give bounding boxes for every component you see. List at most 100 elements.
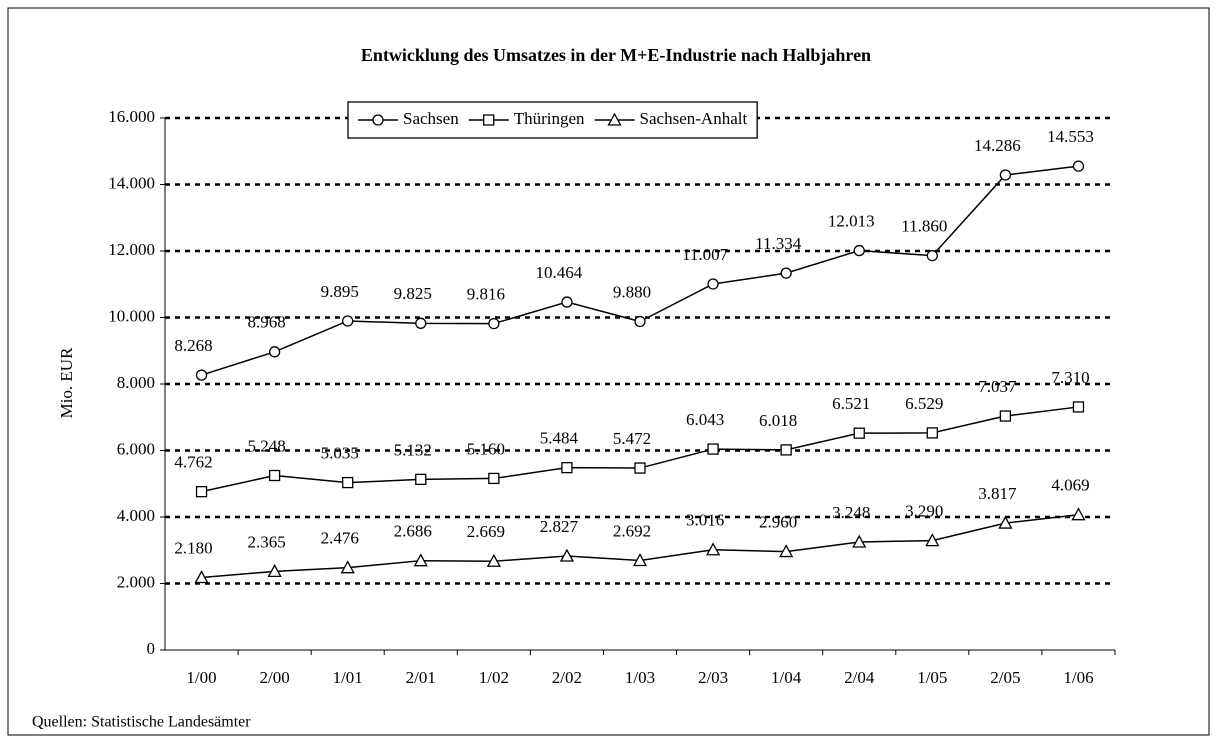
marker [483, 114, 495, 126]
data-label: 5.248 [247, 436, 285, 455]
marker [607, 112, 622, 126]
data-label: 6.521 [832, 394, 870, 413]
y-tick-label: 4.000 [117, 506, 155, 525]
legend-box [347, 101, 758, 139]
marker [342, 476, 354, 489]
data-label: 5.035 [321, 443, 359, 462]
data-label: 14.286 [974, 136, 1021, 155]
data-label: 9.825 [394, 284, 432, 303]
data-label: 6.043 [686, 410, 724, 429]
marker [415, 317, 427, 329]
x-tick-label: 2/01 [406, 668, 436, 687]
y-tick-label: 14.000 [108, 173, 155, 192]
marker [999, 169, 1012, 181]
legend: Sachsen Thüringen Sachsen-Anhalt [347, 101, 758, 139]
marker [342, 315, 354, 327]
x-tick-label: 1/03 [625, 668, 655, 687]
marker [634, 315, 646, 328]
y-tick-label: 12.000 [108, 240, 155, 259]
data-label: 2.365 [247, 532, 285, 551]
marker [852, 534, 867, 548]
marker [780, 267, 792, 279]
marker [634, 462, 646, 474]
marker [413, 553, 428, 567]
data-label: 5.160 [467, 439, 505, 458]
marker [415, 473, 427, 486]
x-tick-label: 1/00 [186, 668, 216, 687]
chart-title: Entwicklung des Umsatzes in der M+E-Indu… [361, 45, 871, 65]
x-tick-label: 2/04 [844, 668, 875, 687]
y-tick-label: 6.000 [117, 439, 155, 458]
legend-label: Thüringen [514, 109, 585, 128]
data-label: 2.180 [174, 538, 212, 557]
marker [853, 244, 865, 257]
x-tick-label: 2/05 [990, 668, 1020, 687]
marker [195, 369, 208, 381]
data-label: 3.248 [832, 503, 870, 522]
data-label: 9.895 [321, 282, 359, 301]
source-note: Quellen: Statistische Landesämter [32, 714, 251, 731]
marker [707, 443, 719, 455]
data-label: 7.310 [1051, 368, 1089, 387]
marker [267, 564, 282, 578]
data-label: 2.476 [321, 529, 359, 548]
marker [561, 296, 573, 308]
data-label: 8.268 [174, 336, 212, 355]
data-label: 4.762 [174, 453, 212, 472]
x-tick-label: 2/00 [259, 668, 289, 687]
data-label: 10.464 [536, 263, 583, 282]
marker [488, 317, 500, 330]
y-tick-label: 2.000 [117, 572, 155, 591]
x-tick-label: 1/05 [917, 668, 947, 687]
marker [268, 469, 281, 482]
x-tick-label: 1/04 [771, 668, 802, 687]
legend-label: Sachsen [403, 109, 459, 128]
marker [1072, 401, 1085, 413]
data-label: 6.529 [905, 394, 943, 413]
data-label: 2.692 [613, 521, 651, 540]
marker [707, 278, 719, 290]
marker [561, 462, 573, 474]
data-label: 3.016 [686, 511, 724, 530]
x-tick-label: 1/06 [1063, 668, 1093, 687]
marker [998, 515, 1013, 529]
data-label: 8.968 [247, 313, 285, 332]
marker [779, 544, 794, 558]
data-label: 5.472 [613, 429, 651, 448]
marker [268, 346, 281, 358]
data-label: 5.132 [394, 440, 432, 459]
marker [340, 560, 355, 574]
data-label: 11.860 [901, 217, 947, 236]
data-label: 11.334 [755, 234, 802, 253]
marker [559, 548, 575, 562]
x-tick-label: 2/02 [552, 668, 582, 687]
marker [486, 553, 501, 567]
y-tick-label: 8.000 [117, 373, 155, 392]
y-tick-label: 16.000 [108, 107, 155, 126]
data-label: 14.553 [1047, 127, 1094, 146]
marker [372, 114, 384, 126]
data-label: 11.007 [682, 245, 729, 264]
y-tick-label: 10.000 [108, 306, 155, 325]
marker [926, 427, 938, 439]
data-label: 3.290 [905, 502, 943, 521]
x-tick-label: 1/01 [333, 668, 363, 687]
marker [1072, 160, 1085, 172]
marker [925, 533, 940, 547]
data-label: 9.880 [613, 282, 651, 301]
marker [705, 542, 721, 556]
data-label: 7.037 [978, 377, 1017, 396]
marker [632, 553, 648, 567]
x-tick-label: 1/02 [479, 668, 509, 687]
data-label: 2.669 [467, 522, 505, 541]
data-label: 2.827 [540, 517, 579, 536]
data-label: 6.018 [759, 411, 797, 430]
marker [853, 427, 865, 439]
marker [926, 250, 938, 262]
data-label: 2.686 [394, 522, 432, 541]
marker [780, 444, 792, 456]
marker [194, 570, 209, 584]
data-label: 5.484 [540, 429, 579, 448]
data-label: 12.013 [828, 211, 875, 230]
